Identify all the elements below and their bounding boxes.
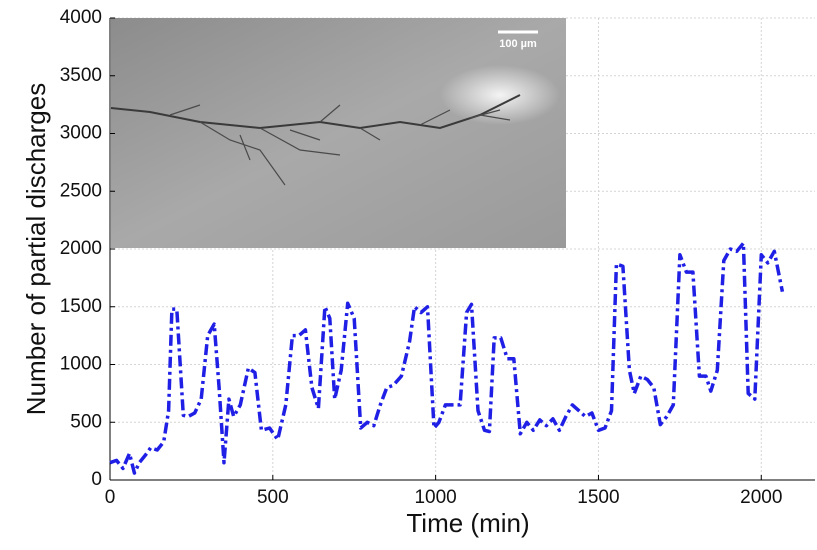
x-tick-label: 2000 [740, 487, 782, 508]
inset-image: 100 µm [110, 18, 566, 248]
y-tick-label: 1000 [60, 354, 102, 375]
data-line [109, 241, 785, 475]
y-tick-label: 0 [91, 469, 102, 490]
x-tick-label: 500 [257, 487, 289, 508]
x-tick-label: 1000 [414, 487, 456, 508]
y-tick-label: 4000 [60, 7, 102, 28]
x-axis-label: Time (min) [406, 508, 529, 538]
scale-bar-label: 100 µm [499, 38, 537, 50]
y-tick-label: 2000 [60, 238, 102, 259]
y-tick-label: 3500 [60, 65, 102, 86]
y-tick-label: 2500 [60, 180, 102, 201]
y-tick-label: 1500 [60, 296, 102, 317]
x-tick-label: 0 [105, 487, 116, 508]
x-tick-label: 1500 [577, 487, 619, 508]
y-tick-label: 3000 [60, 123, 102, 144]
y-axis-label: Number of partial discharges [21, 83, 51, 415]
y-tick-label: 500 [70, 411, 102, 432]
